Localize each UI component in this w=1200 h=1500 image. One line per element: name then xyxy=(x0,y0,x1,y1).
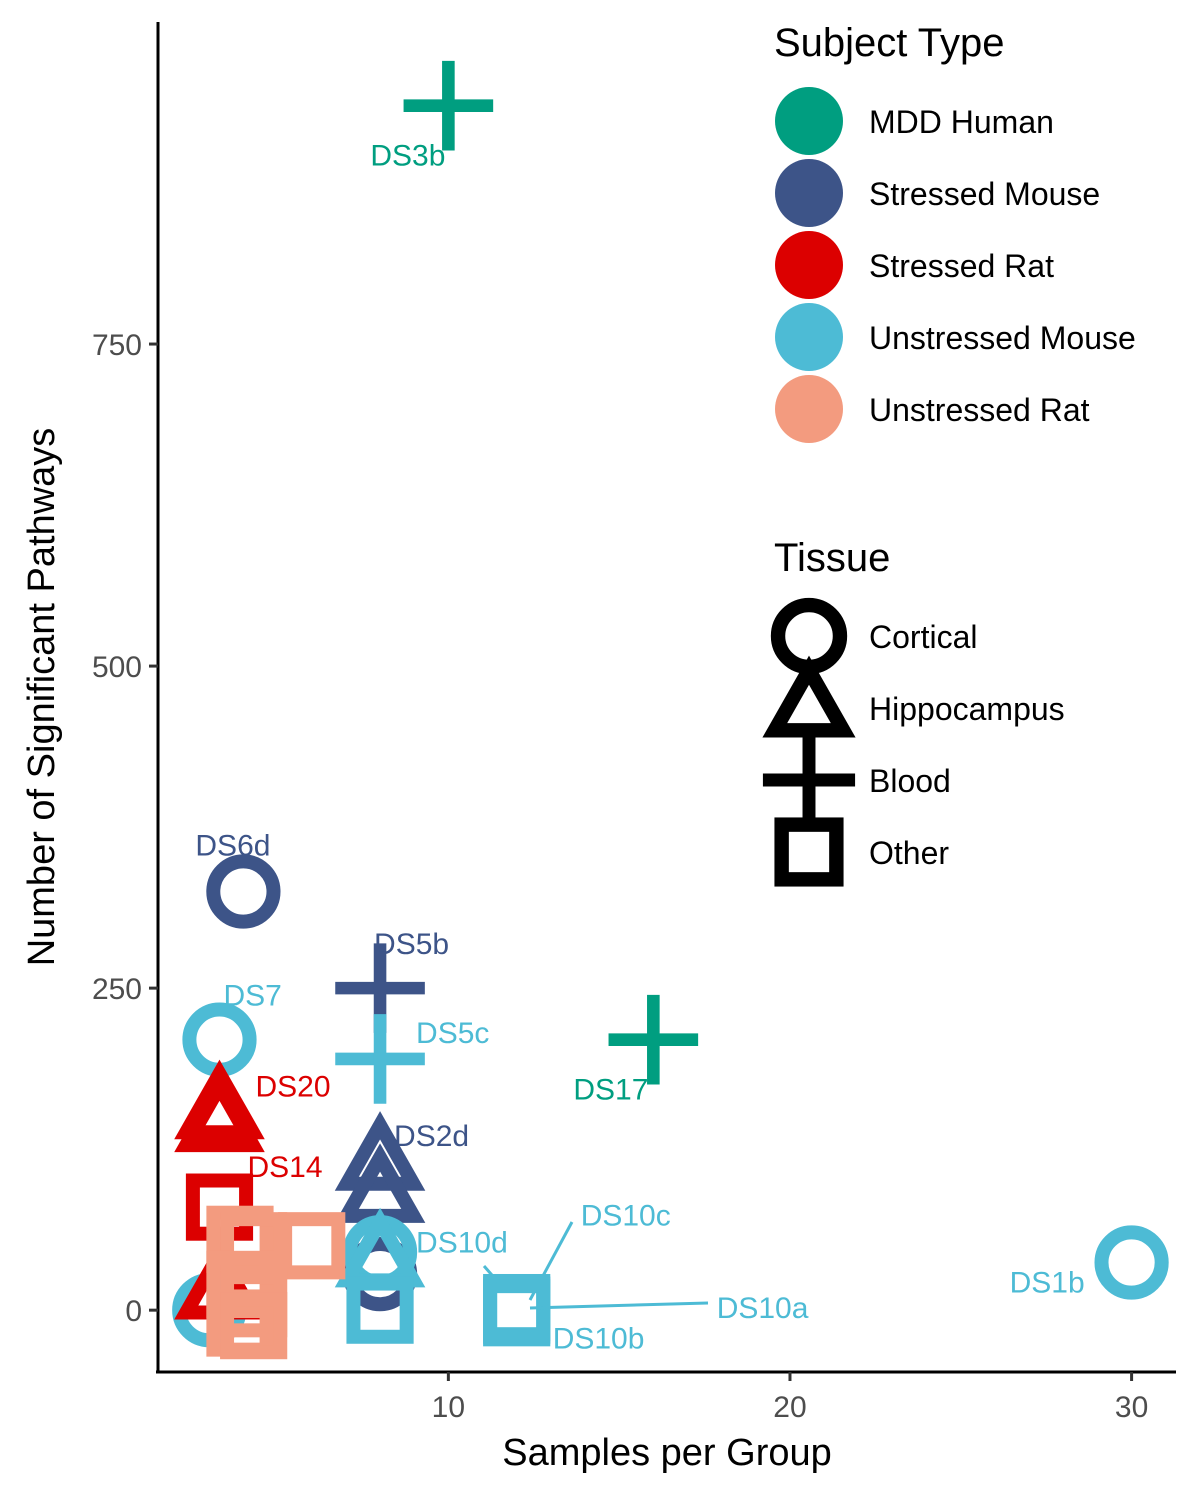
legend-key-blood xyxy=(762,733,856,827)
point-unstressed-mouse-other xyxy=(346,1276,414,1344)
point-label-ds7: DS7 xyxy=(223,980,281,1013)
y-tick-label: 750 xyxy=(92,329,142,362)
y-axis-ticks: 0 250 500 750 xyxy=(92,329,158,1328)
legend-subject-title: Subject Type xyxy=(774,21,1005,65)
point-label-ds5b: DS5b xyxy=(374,928,449,961)
point-label-ds10c: DS10c xyxy=(581,1200,671,1233)
point-ds6d xyxy=(206,854,281,929)
point-label-ds10a: DS10a xyxy=(717,1292,809,1325)
point-label-ds17: DS17 xyxy=(573,1074,648,1107)
legend-key-mdd-human xyxy=(775,87,843,155)
point-unstressed-rat-other xyxy=(220,1292,288,1360)
point-unstressed-rat-other xyxy=(206,1250,274,1319)
leader-line-ds10d xyxy=(482,1265,500,1283)
point-stressed-rat-hippocampus xyxy=(174,1072,265,1153)
point-label-ds20: DS20 xyxy=(255,1071,330,1104)
point-label-ds5c: DS5c xyxy=(416,1017,489,1050)
legend-key-stressed-mouse xyxy=(775,159,843,227)
legend-label-stressed-mouse: Stressed Mouse xyxy=(869,176,1100,212)
point-ds5c xyxy=(335,1014,425,1104)
legend-tissue-title: Tissue xyxy=(774,536,890,580)
point-ds1b xyxy=(1094,1225,1169,1300)
legend-key-unstressed-rat xyxy=(775,375,843,443)
legend-label-mdd-human: MDD Human xyxy=(869,104,1054,140)
x-tick-label: 30 xyxy=(1115,1391,1148,1424)
leader-line-ds10c xyxy=(528,1221,574,1301)
legend-key-stressed-rat xyxy=(775,231,843,299)
legend-label-cortical: Cortical xyxy=(869,619,977,655)
point-ds2d xyxy=(334,1111,426,1191)
leader-line-ds10a xyxy=(529,1301,709,1310)
point-label-ds3b: DS3b xyxy=(370,140,445,173)
point-ds3b xyxy=(403,60,494,151)
legend-key-unstressed-mouse xyxy=(775,303,843,371)
leader-lines-layer xyxy=(482,1221,709,1310)
x-axis-title: Samples per Group xyxy=(502,1432,832,1474)
x-tick-label: 10 xyxy=(432,1391,465,1424)
legend-label-unstressed-mouse: Unstressed Mouse xyxy=(869,320,1136,356)
x-axis-ticks: 10 20 30 xyxy=(432,1372,1148,1424)
point-unstressed-rat-other xyxy=(278,1212,346,1280)
y-tick-label: 500 xyxy=(92,651,142,684)
legend-tissue-items: Cortical Hippocampus Blood Other xyxy=(762,597,1065,887)
point-label-ds10d: DS10d xyxy=(416,1227,508,1260)
point-label-ds14: DS14 xyxy=(247,1151,322,1184)
legend: Subject Type MDD Human Stressed Mouse Stre… xyxy=(762,21,1136,887)
legend-subject-items: MDD Human Stressed Mouse Stressed Rat Unstr… xyxy=(775,87,1136,443)
point-labels-layer: DS3b DS17 DS6d DS5b DS2d DS7 DS5c DS10d DS10c DS1… xyxy=(195,140,1084,1356)
point-ds10b xyxy=(483,1279,551,1347)
legend-label-blood: Blood xyxy=(869,763,951,799)
point-label-ds1b: DS1b xyxy=(1010,1267,1085,1300)
point-label-ds2d: DS2d xyxy=(394,1120,469,1153)
point-label-ds10b: DS10b xyxy=(553,1323,645,1356)
point-ds17 xyxy=(608,994,699,1085)
legend-label-stressed-rat: Stressed Rat xyxy=(869,248,1054,284)
y-axis-title: Number of Significant Pathways xyxy=(21,428,63,967)
legend-key-other xyxy=(774,817,844,887)
y-tick-label: 250 xyxy=(92,973,142,1006)
y-tick-label: 0 xyxy=(125,1295,142,1328)
legend-key-hippocampus xyxy=(762,655,856,738)
x-tick-label: 20 xyxy=(773,1391,806,1424)
points-layer xyxy=(172,60,1169,1360)
legend-label-other: Other xyxy=(869,835,949,871)
legend-label-hippocampus: Hippocampus xyxy=(869,691,1065,727)
point-label-ds6d: DS6d xyxy=(195,830,270,863)
legend-label-unstressed-rat: Unstressed Rat xyxy=(869,392,1090,428)
